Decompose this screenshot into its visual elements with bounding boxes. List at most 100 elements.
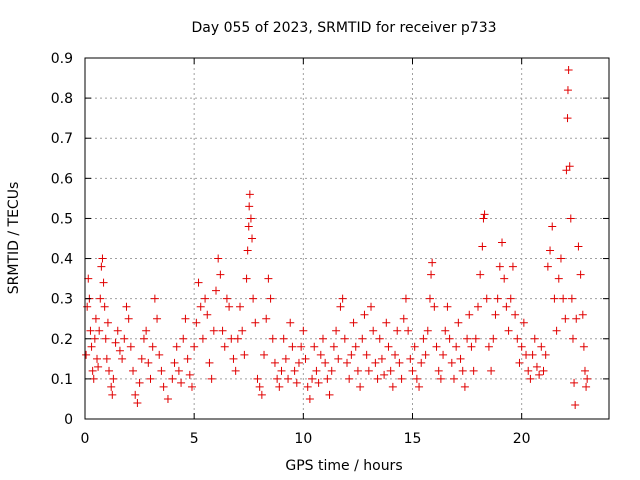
data-point: [312, 366, 321, 375]
data-point: [98, 254, 107, 263]
data-point: [84, 274, 93, 283]
data-point: [574, 242, 583, 251]
data-point: [96, 294, 105, 303]
data-point: [168, 374, 177, 383]
data-point: [153, 314, 162, 323]
data-point: [362, 350, 371, 359]
data-point: [174, 366, 183, 375]
data-point: [353, 366, 362, 375]
data-point: [323, 374, 332, 383]
data-point: [576, 270, 585, 279]
plot-frame: [84, 57, 610, 420]
data-point: [245, 202, 254, 211]
data-point: [305, 394, 314, 403]
data-point: [539, 366, 548, 375]
data-point: [332, 326, 341, 335]
data-point: [434, 366, 443, 375]
data-point: [500, 274, 509, 283]
y-tick-label: 0.6: [51, 171, 73, 187]
data-point: [582, 382, 591, 391]
data-point: [441, 326, 450, 335]
data-point: [377, 354, 386, 363]
data-point: [530, 334, 539, 343]
data-point: [427, 270, 436, 279]
data-point: [198, 334, 207, 343]
data-point: [504, 326, 513, 335]
data-point: [316, 350, 325, 359]
data-point: [172, 342, 181, 351]
data-point: [109, 374, 118, 383]
data-point: [511, 310, 520, 319]
y-axis-label: SRMTID / TECUs: [6, 182, 22, 295]
data-point: [535, 370, 544, 379]
x-tick-label: 20: [513, 431, 531, 447]
data-point: [148, 342, 157, 351]
data-point: [318, 334, 327, 343]
data-point: [559, 294, 568, 303]
data-point: [97, 262, 106, 271]
data-point: [170, 358, 179, 367]
data-point: [89, 374, 98, 383]
data-point: [260, 350, 269, 359]
y-tick-label: 0.9: [51, 51, 73, 67]
data-point: [401, 294, 410, 303]
chart-title: Day 055 of 2023, SRMTID for receiver p73…: [191, 20, 496, 36]
data-point: [218, 326, 227, 335]
data-point: [493, 294, 502, 303]
data-point: [489, 334, 498, 343]
data-point: [101, 334, 110, 343]
data-point: [83, 302, 92, 311]
data-point: [157, 366, 166, 375]
data-point: [360, 310, 369, 319]
data-point: [563, 86, 572, 95]
data-point: [382, 318, 391, 327]
data-point: [419, 334, 428, 343]
data-point: [102, 354, 111, 363]
data-point: [526, 374, 535, 383]
data-point: [404, 326, 413, 335]
data-point: [107, 382, 116, 391]
data-point: [113, 326, 122, 335]
data-point: [212, 286, 220, 295]
data-point: [484, 342, 493, 351]
data-point: [142, 326, 151, 335]
data-point: [469, 366, 478, 375]
data-point: [111, 338, 120, 347]
data-point: [578, 310, 587, 319]
data-point: [452, 342, 461, 351]
data-point: [299, 326, 308, 335]
data-point: [425, 294, 434, 303]
y-tick-label: 0.7: [51, 131, 73, 147]
data-point: [570, 378, 579, 387]
data-point: [463, 334, 472, 343]
data-point: [417, 358, 426, 367]
data-point: [388, 382, 397, 391]
data-point: [187, 382, 196, 391]
data-point: [286, 318, 295, 327]
data-point: [214, 254, 223, 263]
data-point: [564, 66, 573, 75]
data-point: [498, 238, 507, 247]
data-point: [185, 370, 194, 379]
data-point: [571, 400, 580, 409]
data-point: [124, 314, 133, 323]
data-point: [436, 374, 445, 383]
data-point: [517, 342, 526, 351]
data-point: [209, 326, 218, 335]
data-point: [139, 334, 148, 343]
data-point: [482, 294, 491, 303]
data-point: [567, 294, 576, 303]
data-point: [279, 334, 288, 343]
data-point: [284, 374, 293, 383]
data-point: [294, 358, 303, 367]
data-point: [275, 382, 284, 391]
data-point: [131, 390, 140, 399]
y-tick-label: 0.8: [51, 91, 73, 107]
data-point: [163, 394, 172, 403]
data-point: [367, 302, 376, 311]
data-point: [95, 326, 104, 335]
data-point: [550, 294, 559, 303]
data-point: [190, 342, 199, 351]
data-point: [513, 334, 522, 343]
data-point: [474, 302, 482, 311]
